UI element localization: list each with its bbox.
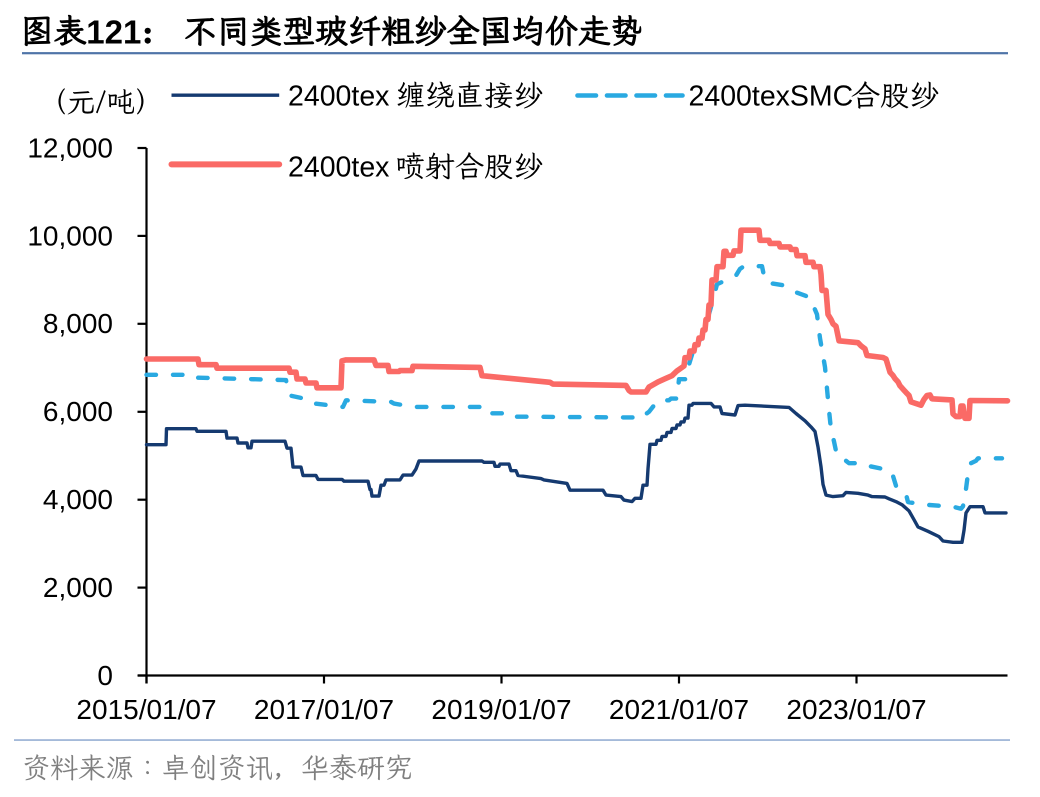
svg-text:8,000: 8,000 [43,308,113,339]
svg-text:6,000: 6,000 [43,396,113,427]
svg-text:121: 121 [86,14,141,51]
svg-text:2400tex: 2400tex [288,81,389,113]
svg-text:2400tex: 2400tex [288,152,389,184]
svg-text:2023/01/07: 2023/01/07 [786,694,926,725]
svg-text:10,000: 10,000 [27,220,113,251]
svg-text:2019/01/07: 2019/01/07 [431,694,571,725]
svg-text:2,000: 2,000 [43,572,113,603]
svg-text:2400texSMC: 2400texSMC [689,81,854,113]
svg-text:2017/01/07: 2017/01/07 [254,694,394,725]
svg-text:12,000: 12,000 [27,132,113,163]
svg-text:0: 0 [97,660,113,691]
svg-text:2015/01/07: 2015/01/07 [76,694,216,725]
svg-text:2021/01/07: 2021/01/07 [609,694,749,725]
svg-text:4,000: 4,000 [43,484,113,515]
